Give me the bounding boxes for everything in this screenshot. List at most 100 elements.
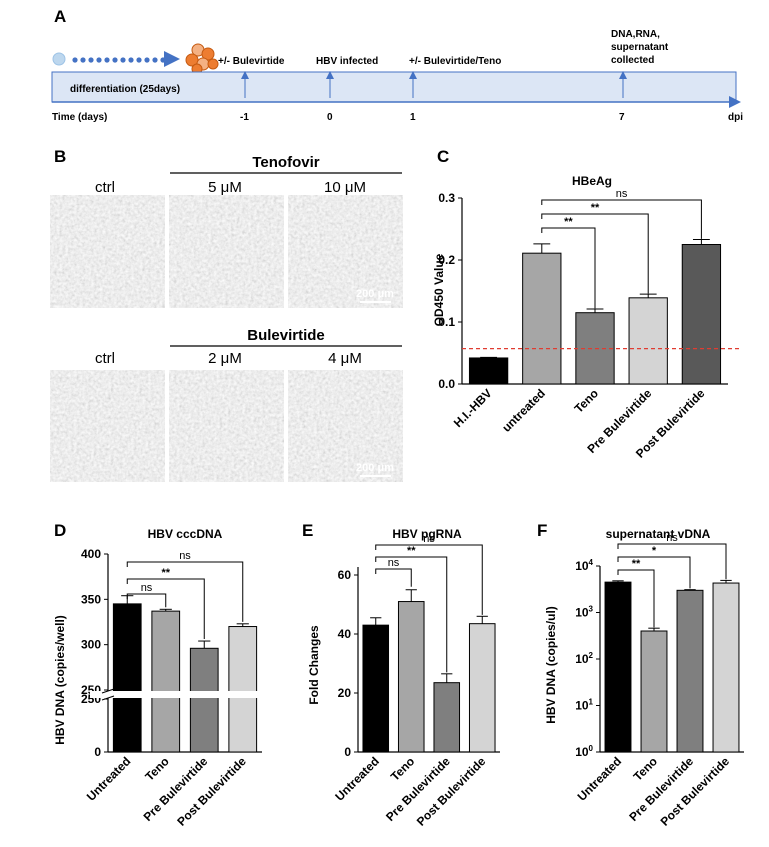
pgrna-bar [362, 624, 390, 753]
category-label: Pre Bulevirtide [626, 754, 696, 824]
panel-letter-d: D [54, 521, 66, 540]
micrograph-bulevirtide-2um [169, 370, 284, 482]
timeline-dot [88, 57, 94, 63]
micrograph-tenofovir-10um [288, 195, 403, 308]
significance-bracket [617, 569, 655, 628]
event-day-0: HBV infected 0 [316, 56, 378, 123]
significance-bracket [126, 561, 244, 622]
significance-bracket [541, 227, 596, 309]
condition-label: 10 μM [324, 179, 366, 196]
scale-bar-label: 200 μm [356, 462, 394, 474]
vdna-bar [676, 589, 704, 753]
event-label: +/- Bulevirtide [218, 56, 285, 67]
cccdna-bar [151, 610, 181, 753]
condition-label: 5 μM [208, 179, 242, 196]
panel-letter-a: A [54, 7, 66, 26]
category-label: Post Bulevirtide [174, 754, 249, 829]
event-label: HBV infected [316, 56, 378, 67]
day-label: 1 [410, 112, 416, 123]
category-label: Teno [631, 754, 661, 784]
event-label-line: supernatant [611, 42, 669, 53]
y-tick-label: 104 [575, 558, 593, 573]
scale-bar-label: 200 μm [356, 288, 394, 300]
significance-label: ** [564, 216, 573, 228]
significance-label: ** [161, 567, 170, 579]
category-label: Teno [388, 754, 418, 784]
y-axis-label: HBV DNA (copies/ul) [544, 606, 558, 724]
pgrna-bar [433, 682, 461, 753]
panel-d: D HBV cccDNA HBV DNA (copies/well) 02502… [53, 521, 270, 829]
timeline-dot [144, 57, 150, 63]
vdna-bar [640, 630, 668, 753]
axis-break-mark [101, 688, 115, 701]
micrograph-ctrl-bulevirtide [50, 370, 165, 482]
significance-label: ns [388, 557, 400, 569]
panel-letter-b: B [54, 147, 66, 166]
significance-bracket [617, 556, 691, 589]
y-tick-label: 300 [81, 638, 101, 652]
y-tick-label: 400 [81, 547, 101, 561]
category-label: H.I.-HBV [451, 386, 495, 430]
event-label-line: DNA,RNA, [611, 29, 660, 40]
micrograph-tenofovir-5um [169, 195, 284, 308]
significance-label: ns [423, 533, 435, 545]
y-tick-label: 0 [94, 745, 101, 759]
category-label: Untreated [575, 754, 625, 804]
panel-letter-c: C [437, 147, 449, 166]
event-day-minus1: +/- Bulevirtide -1 [218, 56, 285, 123]
panel-e: E HBV pgRNA Fold Changes 0 20 40 60 Untreate… [302, 521, 500, 829]
y-tick-label: 103 [575, 605, 593, 620]
condition-label: ctrl [95, 350, 115, 367]
y-tick-label: 100 [575, 744, 593, 759]
y-tick-label: 0.1 [438, 315, 455, 329]
timeline-dot [72, 57, 78, 63]
hbeag-bar [628, 297, 668, 385]
panel-letter-f: F [537, 521, 547, 540]
micrograph-ctrl-tenofovir [50, 195, 165, 308]
hepatocyte-cluster-icon [185, 43, 219, 75]
day-label: 0 [327, 112, 333, 123]
significance-label: ns [666, 532, 678, 544]
category-label: untreated [499, 386, 548, 435]
timeline-dot [136, 57, 142, 63]
y-tick-label: 0.3 [438, 191, 455, 205]
timeline-dot [128, 57, 134, 63]
timeline-dot [120, 57, 126, 63]
significance-bracket [126, 578, 205, 640]
significance-bracket [375, 568, 412, 587]
y-tick-label: 60 [338, 568, 352, 582]
panel-b: B Tenofovir ctrl 5 μM 10 μM 200 μm Bulev… [50, 147, 403, 482]
condition-label: ctrl [95, 179, 115, 196]
chart-title: HBeAg [572, 174, 612, 188]
event-label: +/- Bulevirtide/Teno [409, 56, 501, 67]
pgrna-bar [468, 623, 496, 753]
hbeag-bar [468, 357, 509, 385]
event-day-7: DNA,RNA, supernatant collected 7 [611, 29, 669, 123]
panel-letter-e: E [302, 521, 313, 540]
significance-bracket [541, 213, 649, 294]
category-label: Untreated [84, 754, 134, 804]
vdna-bar [604, 581, 632, 753]
vdna-bar [712, 582, 740, 753]
panel-c: C HBeAg OD450 Value 0.0 0.1 0.2 0.3 H.I.-HBV… [432, 147, 740, 461]
chart-title: HBV cccDNA [148, 527, 223, 541]
condition-label: 4 μM [328, 350, 362, 367]
dpi-label: dpi [728, 112, 743, 123]
y-tick-label: 350 [81, 592, 101, 606]
chart-title: HBV pgRNA [392, 527, 462, 541]
day-label: -1 [240, 112, 249, 123]
significance-bracket [617, 543, 727, 580]
significance-label: ** [407, 545, 416, 557]
category-label: Teno [142, 754, 172, 784]
y-axis-label: Fold Changes [307, 625, 321, 705]
hbeag-bar [681, 244, 722, 385]
timeline-dot [152, 57, 158, 63]
y-axis-label: OD450 Value [432, 253, 446, 326]
y-axis-label: HBV DNA (copies/well) [53, 615, 67, 745]
cccdna-bar [228, 626, 258, 753]
timeline-dot [112, 57, 118, 63]
differentiation-dots [72, 57, 166, 63]
significance-label: ns [616, 188, 628, 200]
